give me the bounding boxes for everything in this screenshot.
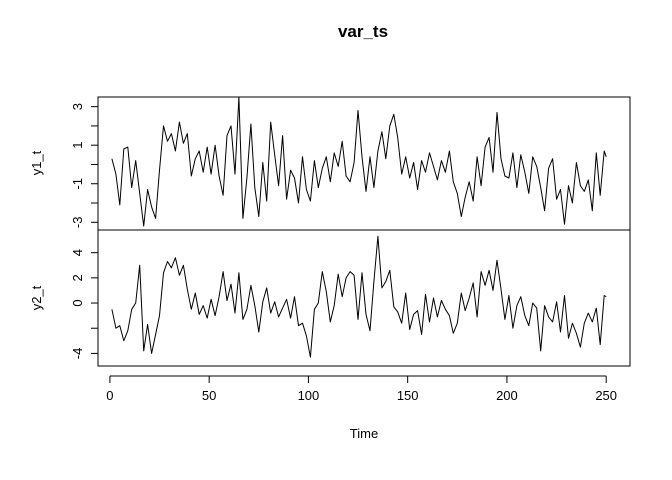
y2-tick-label: 4 <box>70 249 85 256</box>
y1-axis-label: y1_t <box>29 150 44 175</box>
y2-tick-label: -4 <box>70 348 85 360</box>
x-tick-label: 150 <box>397 388 419 403</box>
y1-tick-label: 3 <box>70 103 85 110</box>
x-tick-label: 200 <box>496 388 518 403</box>
series-line-y2_t <box>111 235 607 358</box>
panel-frame-y2 <box>97 229 631 367</box>
x-tick-label: 0 <box>106 388 113 403</box>
x-tick-label: 100 <box>298 388 320 403</box>
x-tick-label: 250 <box>595 388 617 403</box>
x-tick-label: 50 <box>202 388 216 403</box>
chart-title: var_ts <box>338 22 388 41</box>
x-axis-label: Time <box>350 426 378 441</box>
y2-tick-label: 0 <box>70 299 85 306</box>
chart-marks: -3 -1 1 3 -4 0 2 4 0 50 100 150 200 250 <box>70 96 617 403</box>
y2-tick-label: 2 <box>70 274 85 281</box>
y2-axis-label: y2_t <box>29 285 44 310</box>
series-line-y1_t <box>111 96 607 227</box>
y1-tick-label: -1 <box>70 178 85 190</box>
y1-tick-label: 1 <box>70 142 85 149</box>
y1-tick-label: -3 <box>70 217 85 229</box>
